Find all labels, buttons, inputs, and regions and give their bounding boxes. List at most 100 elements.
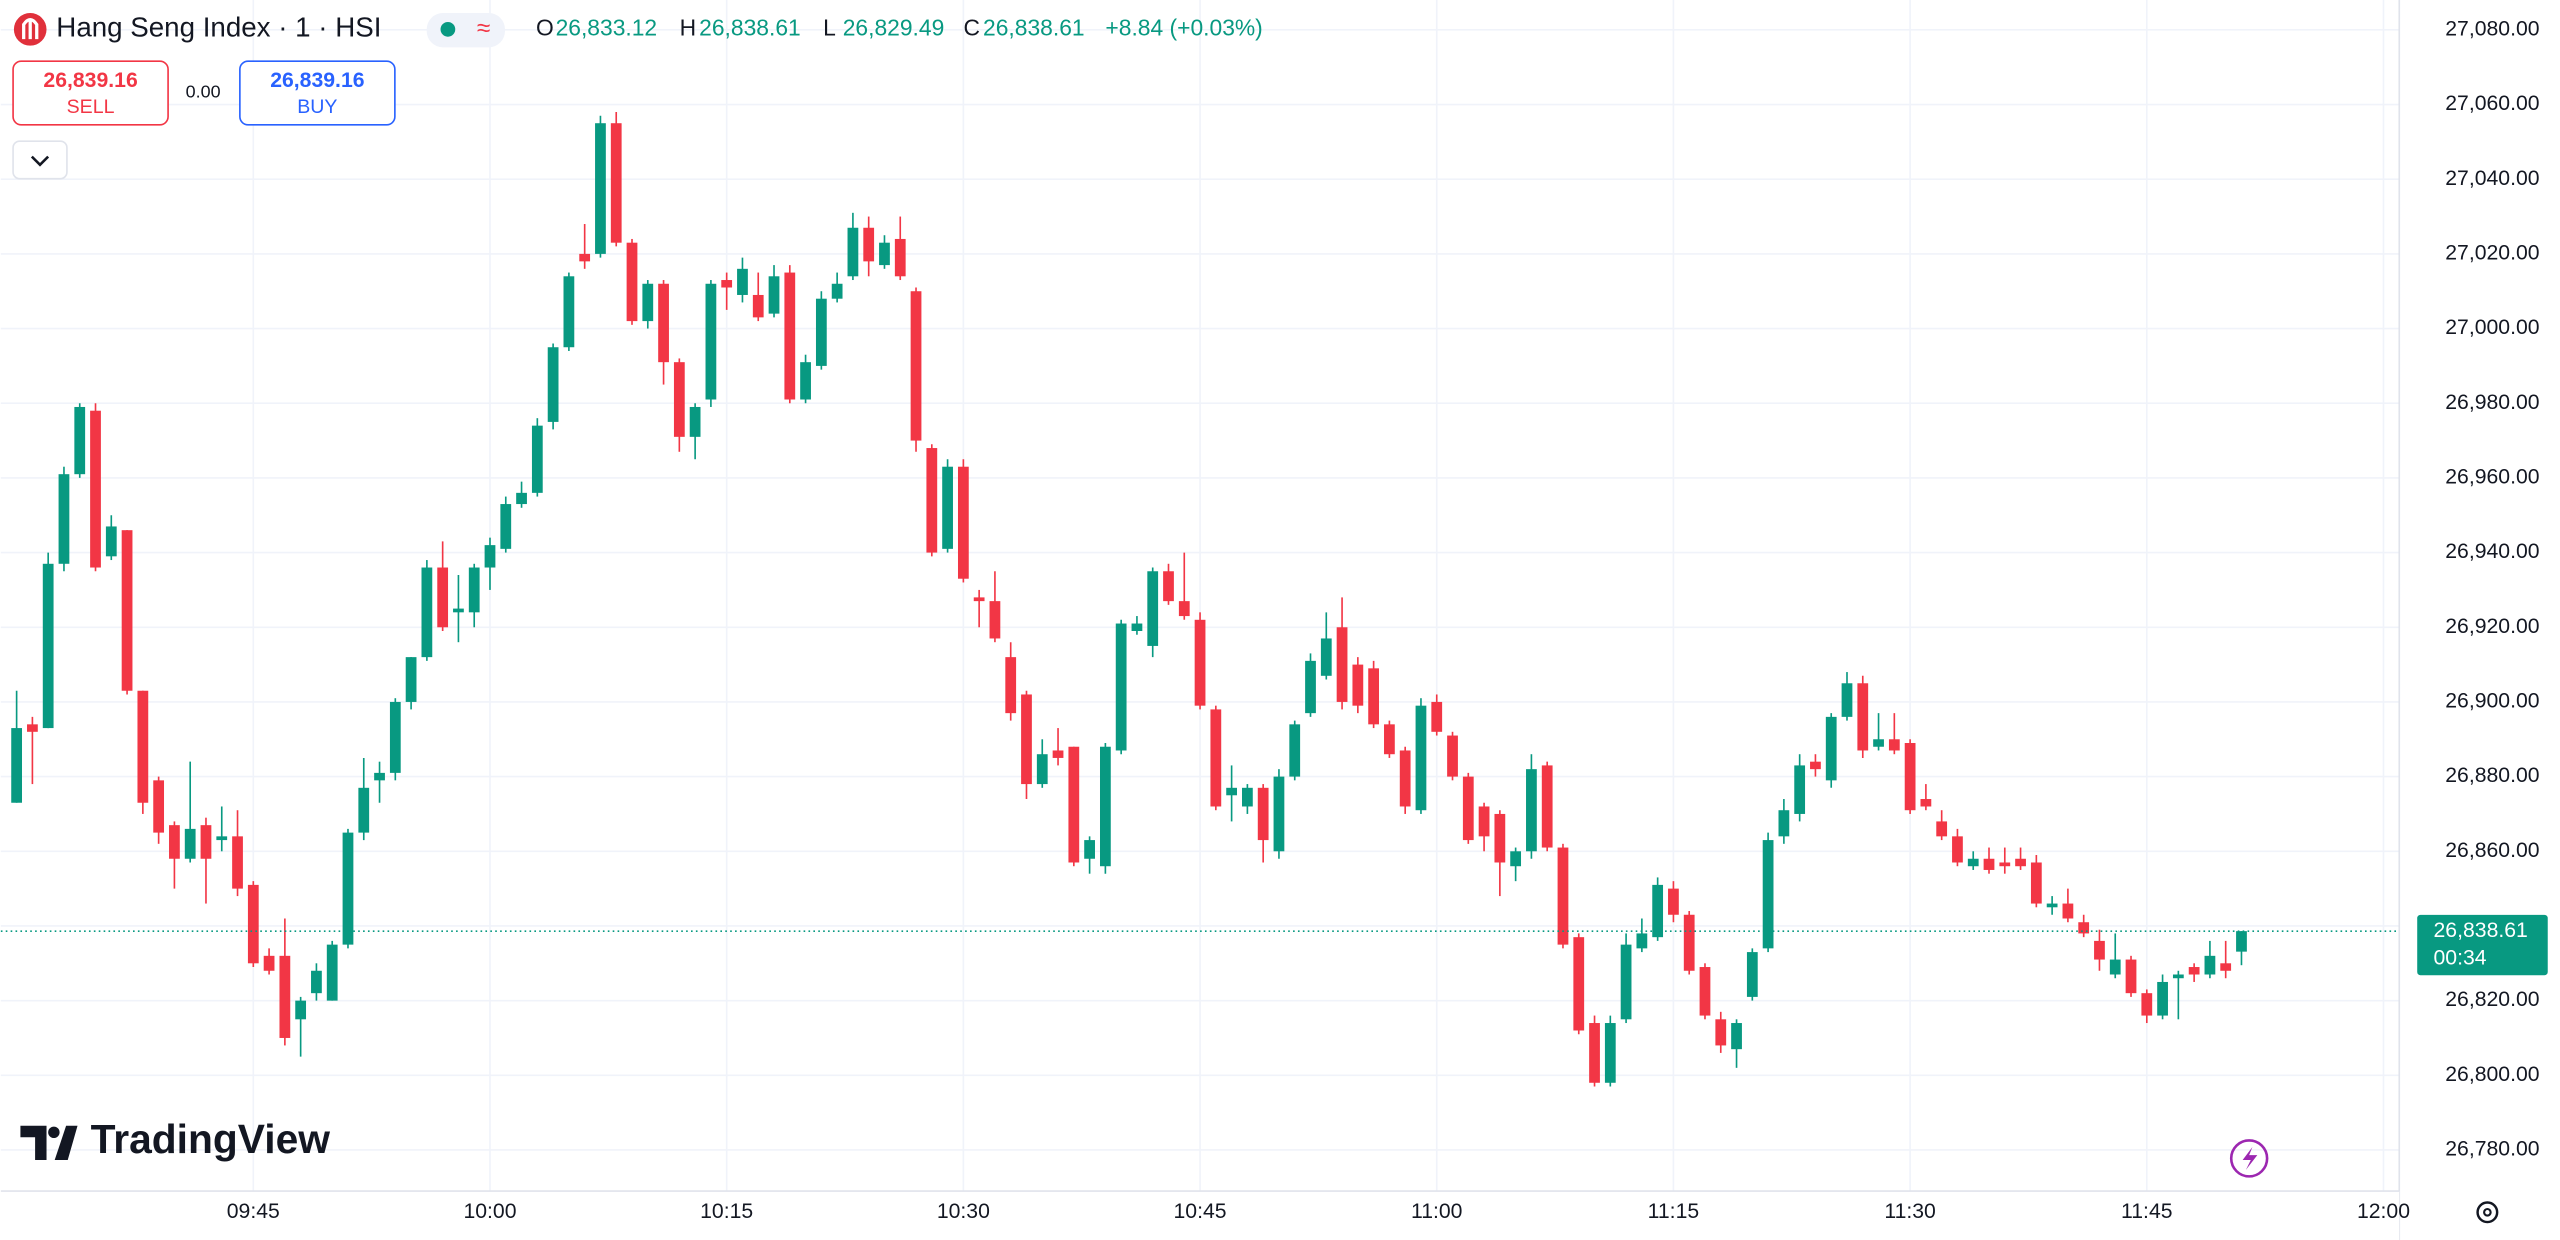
x-tick-label: 12:00 — [2357, 1200, 2410, 1223]
candle-body — [279, 955, 291, 1038]
ohlc-label: L — [823, 14, 836, 40]
y-tick-label: 26,780.00 — [2445, 1138, 2539, 1161]
candle-body — [1273, 776, 1285, 852]
candle-body — [2015, 858, 2026, 867]
candle-body — [800, 362, 811, 400]
candle-body — [2094, 940, 2105, 960]
candle-body — [1920, 799, 1932, 807]
status-pill[interactable] — [426, 13, 505, 48]
candle-body — [1399, 750, 1411, 807]
candle-body — [1478, 806, 1490, 837]
candle-body — [658, 283, 669, 363]
buy-label: BUY — [297, 96, 337, 118]
tv-logo-dot — [48, 1126, 60, 1139]
y-tick-label: 27,040.00 — [2445, 167, 2539, 190]
y-tick-label: 27,080.00 — [2445, 17, 2539, 40]
candle-body — [1163, 571, 1174, 602]
candle-body — [1983, 858, 1995, 870]
candle-body — [689, 406, 701, 437]
candle-body — [2078, 922, 2090, 934]
candle-body — [216, 836, 228, 841]
candle-body — [516, 492, 527, 505]
candle-body — [1762, 840, 1774, 949]
candle-body — [1589, 1023, 1600, 1083]
candle-body — [1683, 914, 1695, 971]
x-tick-label: 10:45 — [1174, 1200, 1227, 1223]
candle-body — [405, 657, 417, 702]
x-tick-label: 11:15 — [1648, 1200, 1700, 1223]
candle-body — [1731, 1023, 1742, 1050]
candle-body — [389, 701, 401, 773]
buy-price: 26,839.16 — [270, 69, 365, 92]
y-tick-label: 26,940.00 — [2445, 540, 2539, 563]
candle-body — [547, 347, 559, 422]
candle-body — [2220, 963, 2232, 971]
candle-body — [737, 268, 748, 295]
candle-body — [27, 724, 38, 732]
collapse-button[interactable] — [12, 140, 68, 180]
candle-body — [374, 772, 385, 781]
candle-body — [1099, 746, 1111, 867]
y-tick-label: 26,860.00 — [2445, 839, 2539, 862]
candle-body — [2030, 862, 2042, 904]
alert-icon — [2242, 1147, 2258, 1170]
ohlc-value: 26,829.49 — [843, 14, 945, 40]
candle-body — [1226, 787, 1237, 796]
candle-body — [437, 567, 449, 628]
candle-body — [1415, 705, 1427, 811]
candle-body — [358, 787, 370, 833]
sell-label: SELL — [67, 96, 115, 118]
candle-body — [1289, 724, 1301, 777]
candle-body — [2062, 903, 2074, 919]
countdown-text: 00:34 — [2434, 946, 2487, 969]
candle-body — [831, 283, 843, 299]
y-tick-label: 26,800.00 — [2445, 1063, 2539, 1086]
candle-body — [1194, 619, 1206, 706]
candle-body — [1936, 821, 1948, 837]
candle-body — [342, 832, 354, 945]
candle-body — [1999, 862, 2011, 867]
candle-body — [468, 567, 480, 613]
candle-body — [957, 466, 969, 579]
candle-body — [2157, 981, 2168, 1016]
candle-body — [1210, 709, 1222, 807]
candle-body — [1557, 847, 1569, 945]
candle-body — [2172, 974, 2184, 979]
candle-body — [1541, 765, 1553, 848]
alert-button[interactable] — [2229, 1139, 2269, 1178]
candle-body — [894, 238, 906, 277]
x-tick-label: 11:30 — [1884, 1200, 1936, 1223]
candle-body — [989, 601, 1001, 639]
candle-body — [1888, 739, 1900, 751]
candle-body — [74, 406, 86, 475]
candle-body — [2125, 959, 2137, 994]
ohlc-label: C — [963, 14, 980, 40]
y-tick-label: 26,920.00 — [2445, 615, 2539, 638]
candle-body — [184, 828, 196, 859]
candle-body — [2141, 993, 2153, 1016]
candle-body — [1967, 858, 1979, 867]
sell-button[interactable] — [12, 60, 169, 126]
candle-body — [121, 530, 133, 691]
candle-body — [1052, 750, 1064, 758]
ohlc-value: 26,838.61 — [699, 14, 801, 40]
buy-button[interactable] — [239, 60, 396, 126]
candle-body — [752, 294, 764, 318]
candle-body — [263, 955, 275, 971]
candle-body — [1778, 810, 1790, 837]
candle-body — [1084, 840, 1095, 859]
candle-body — [1652, 884, 1664, 938]
candle-body — [1573, 937, 1585, 1031]
candle-body — [1825, 716, 1837, 781]
candle-body — [1352, 664, 1364, 706]
candle-body — [1178, 601, 1190, 617]
candle-body — [910, 291, 922, 441]
candle-body — [295, 1000, 307, 1020]
y-tick-label: 27,060.00 — [2445, 92, 2539, 115]
settings-button[interactable] — [2476, 1201, 2499, 1224]
y-tick-label: 26,880.00 — [2445, 764, 2539, 787]
symbol-title: Hang Seng Index · 1 · HSI — [56, 12, 381, 43]
candle-body — [1794, 765, 1806, 814]
sell-price: 26,839.16 — [43, 69, 138, 92]
